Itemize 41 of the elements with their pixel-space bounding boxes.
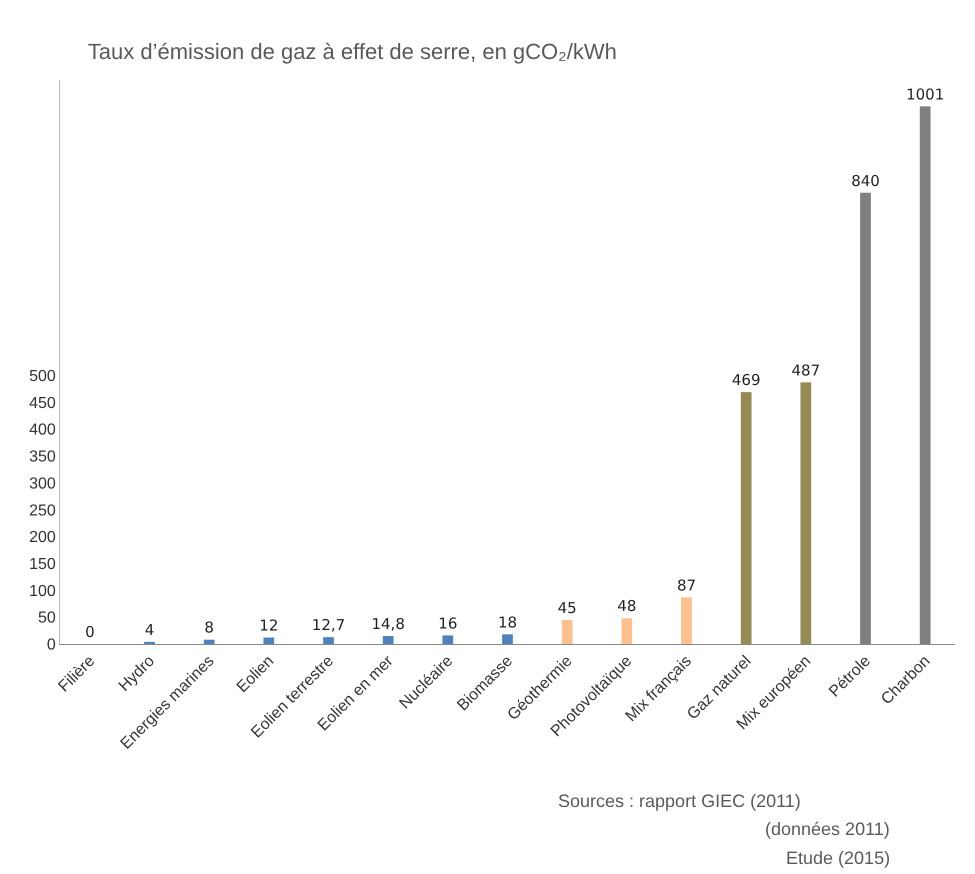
bar [382, 636, 394, 644]
bar [204, 640, 215, 644]
y-tick-label: 100 [29, 582, 56, 600]
data-label: 0 [85, 623, 95, 641]
data-label: 18 [498, 613, 518, 632]
data-label: 45 [558, 598, 577, 617]
data-label: 469 [732, 371, 760, 390]
y-tick-label: 0 [46, 636, 56, 654]
data-label: 1001 [906, 85, 944, 104]
data-label: 16 [438, 614, 458, 632]
y-tick-label: 350 [29, 448, 56, 466]
y-tick-label: 400 [29, 422, 56, 439]
source-note: Sources : rapport GIEC (2011) [558, 791, 801, 811]
y-tick-label: 300 [29, 475, 56, 492]
y-tick-label: 150 [29, 556, 56, 574]
data-label: 87 [676, 576, 696, 594]
chart-title: Taux d’émission de gaz à effet de serre, en gCO₂/kWh [88, 39, 617, 64]
bar [323, 637, 334, 644]
bar [442, 635, 454, 644]
data-label: 12,7 [312, 616, 346, 634]
data-label: 487 [792, 361, 820, 380]
text: (données 2011) [765, 819, 890, 839]
text: Etude (2015) [786, 848, 890, 868]
bar [681, 597, 692, 644]
data-label: 14,8 [371, 615, 405, 634]
bar [740, 392, 752, 644]
bar [562, 620, 573, 644]
bar [621, 618, 632, 644]
data-label: 48 [617, 597, 636, 616]
bar [800, 382, 812, 644]
data-label: 12 [259, 616, 278, 635]
bar [502, 634, 513, 644]
bar [263, 638, 274, 644]
data-label: 840 [851, 172, 880, 190]
y-tick-label: 500 [29, 368, 56, 386]
data-label: 4 [144, 620, 154, 639]
y-tick-label: 50 [38, 610, 56, 627]
y-tick-label: 200 [29, 529, 56, 546]
data-label: 8 [204, 618, 214, 637]
y-tick-label: 250 [29, 502, 56, 520]
y-tick-label: 450 [29, 394, 56, 412]
